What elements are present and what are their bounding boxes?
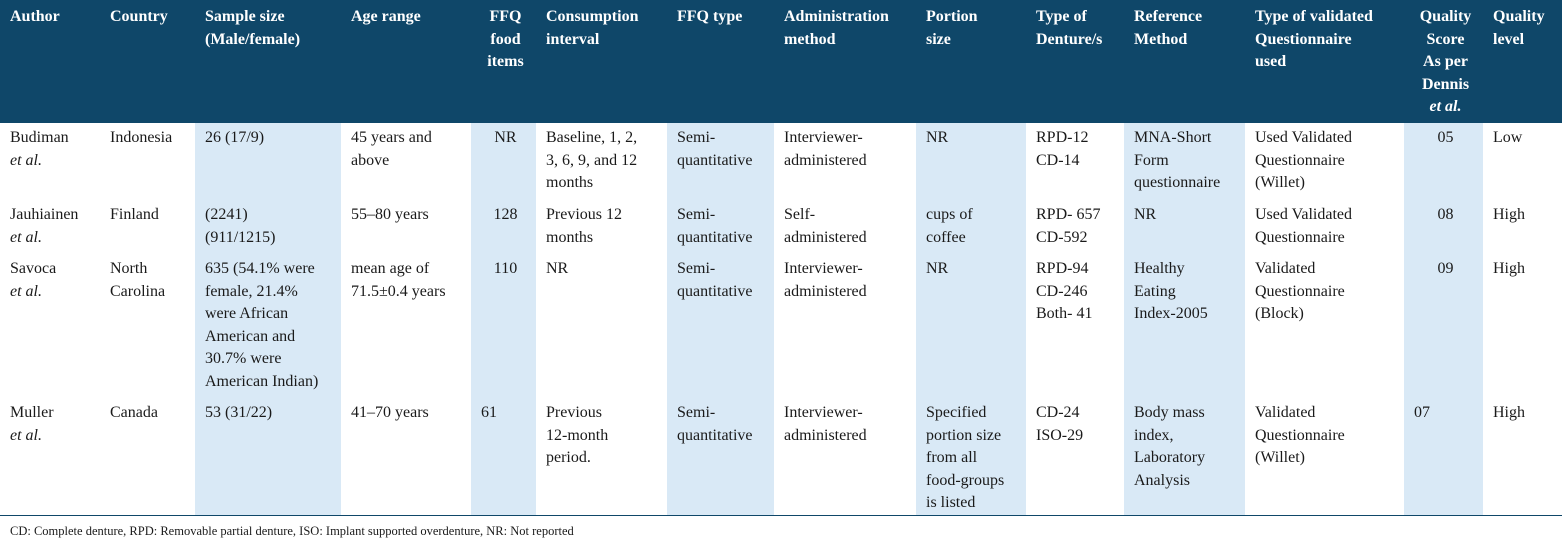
author-name: Jauhiainen bbox=[10, 206, 79, 223]
cell-score: 09 bbox=[1404, 254, 1483, 398]
cell-sample: (2241) (911/1215) bbox=[195, 200, 341, 254]
header-ffq-items: FFQ food items bbox=[487, 8, 524, 70]
table-row: Budiman et al. Indonesia 26 (17/9) 45 yea… bbox=[0, 123, 1562, 200]
cell-author: Savoca et al. bbox=[0, 254, 100, 398]
cell-country: Finland bbox=[110, 206, 159, 223]
cell-items: 110 bbox=[471, 254, 536, 398]
cell-questionnaire: Used Validated Questionnaire bbox=[1255, 206, 1353, 246]
cell-interval: Previous 12 months bbox=[546, 206, 622, 246]
table-row: Muller et al. Canada 53 (31/22) 41–70 yea… bbox=[0, 398, 1562, 515]
header-denture-type: Type of Denture/s bbox=[1036, 8, 1103, 48]
cell-admin: Self- administered bbox=[784, 206, 867, 246]
cell-questionnaire: Used Validated Questionnaire (Willet) bbox=[1255, 129, 1353, 191]
cell-score: 05 bbox=[1404, 123, 1483, 200]
author-suffix: et al. bbox=[10, 282, 42, 300]
cell-portion: cups of coffee bbox=[916, 200, 1026, 254]
cell-ffq-type: Semi- quantitative bbox=[667, 200, 774, 254]
cell-ffq-type: Semi- quantitative bbox=[667, 254, 774, 398]
header-country: Country bbox=[110, 8, 168, 25]
cell-questionnaire: Validated Questionnaire (Willet) bbox=[1255, 404, 1345, 466]
cell-portion: NR bbox=[916, 254, 1026, 398]
header-quality-score-label: Quality Score As per Dennis bbox=[1419, 8, 1472, 93]
header-age-range: Age range bbox=[351, 8, 421, 25]
studies-table: Author Country Sample size (Male/female)… bbox=[0, 0, 1562, 515]
cell-age: 41–70 years bbox=[351, 404, 429, 421]
cell-score: 08 bbox=[1404, 200, 1483, 254]
header-reference-method: Reference Method bbox=[1134, 8, 1203, 48]
header-questionnaire: Type of validated Questionnaire used bbox=[1255, 8, 1373, 70]
cell-reference: Healthy Eating Index-2005 bbox=[1124, 254, 1245, 398]
cell-portion: NR bbox=[916, 123, 1026, 200]
cell-ffq-type: Semi- quantitative bbox=[667, 123, 774, 200]
cell-reference: MNA-Short Form questionnaire bbox=[1124, 123, 1245, 200]
author-name: Savoca bbox=[10, 260, 57, 277]
header-author: Author bbox=[10, 8, 60, 25]
cell-admin: Interviewer- administered bbox=[784, 404, 867, 444]
cell-denture: RPD-94 CD-246 Both- 41 bbox=[1036, 260, 1093, 322]
cell-denture: RPD-12 CD-14 bbox=[1036, 129, 1089, 169]
cell-reference: Body mass index, Laboratory Analysis bbox=[1124, 398, 1245, 515]
table-bottom-rule bbox=[0, 514, 1562, 516]
header-ffq-type: FFQ type bbox=[677, 8, 743, 25]
cell-level: High bbox=[1493, 404, 1525, 421]
cell-portion: Specified portion size from all food-gro… bbox=[916, 398, 1026, 515]
cell-items: NR bbox=[471, 123, 536, 200]
author-suffix: et al. bbox=[10, 228, 42, 246]
cell-country: North Carolina bbox=[110, 260, 166, 300]
cell-items: 128 bbox=[471, 200, 536, 254]
cell-level: Low bbox=[1493, 129, 1523, 146]
cell-age: 55–80 years bbox=[351, 206, 429, 223]
cell-ffq-type: Semi- quantitative bbox=[667, 398, 774, 515]
header-quality-score-suffix: et al. bbox=[1429, 98, 1462, 115]
cell-level: High bbox=[1493, 206, 1525, 223]
table-row: Jauhiainen et al. Finland (2241) (911/121… bbox=[0, 200, 1562, 254]
author-name: Muller bbox=[10, 404, 54, 421]
cell-score: 07 bbox=[1404, 398, 1483, 515]
cell-sample: 635 (54.1% were female, 21.4% were Afric… bbox=[195, 254, 341, 398]
cell-interval: NR bbox=[546, 260, 569, 277]
cell-author: Muller et al. bbox=[0, 398, 100, 515]
header-consumption-interval: Consumption interval bbox=[546, 8, 639, 48]
cell-sample: 53 (31/22) bbox=[195, 398, 341, 515]
cell-author: Jauhiainen et al. bbox=[0, 200, 100, 254]
header-row: Author Country Sample size (Male/female)… bbox=[0, 0, 1562, 123]
cell-age: 45 years and above bbox=[351, 129, 432, 169]
cell-denture: RPD- 657 CD-592 bbox=[1036, 206, 1101, 246]
header-administration-method: Administration method bbox=[784, 8, 889, 48]
header-portion-size: Portion size bbox=[926, 8, 978, 48]
header-sample-size: Sample size (Male/female) bbox=[205, 8, 301, 48]
cell-country: Canada bbox=[110, 404, 158, 421]
cell-interval: Baseline, 1, 2, 3, 6, 9, and 12 months bbox=[546, 129, 638, 191]
cell-age: mean age of 71.5±0.4 years bbox=[351, 260, 446, 300]
header-quality-score: Quality Score As per Dennis et al. bbox=[1404, 0, 1483, 123]
cell-sample: 26 (17/9) bbox=[195, 123, 341, 200]
cell-level: High bbox=[1493, 260, 1525, 277]
table-footnote: CD: Complete denture, RPD: Removable par… bbox=[10, 523, 574, 538]
cell-denture: CD-24 ISO-29 bbox=[1036, 404, 1084, 444]
cell-author: Budiman et al. bbox=[0, 123, 100, 200]
cell-interval: Previous 12-month period. bbox=[546, 404, 609, 466]
table-row: Savoca et al. North Carolina 635 (54.1% w… bbox=[0, 254, 1562, 398]
cell-country: Indonesia bbox=[110, 129, 173, 146]
author-name: Budiman bbox=[10, 129, 69, 146]
cell-questionnaire: Validated Questionnaire (Block) bbox=[1255, 260, 1345, 322]
cell-admin: Interviewer- administered bbox=[784, 129, 867, 169]
header-quality-level: Quality level bbox=[1493, 8, 1545, 48]
cell-admin: Interviewer- administered bbox=[784, 260, 867, 300]
author-suffix: et al. bbox=[10, 426, 42, 444]
author-suffix: et al. bbox=[10, 151, 42, 169]
cell-reference: NR bbox=[1124, 200, 1245, 254]
cell-items: 61 bbox=[471, 398, 536, 515]
